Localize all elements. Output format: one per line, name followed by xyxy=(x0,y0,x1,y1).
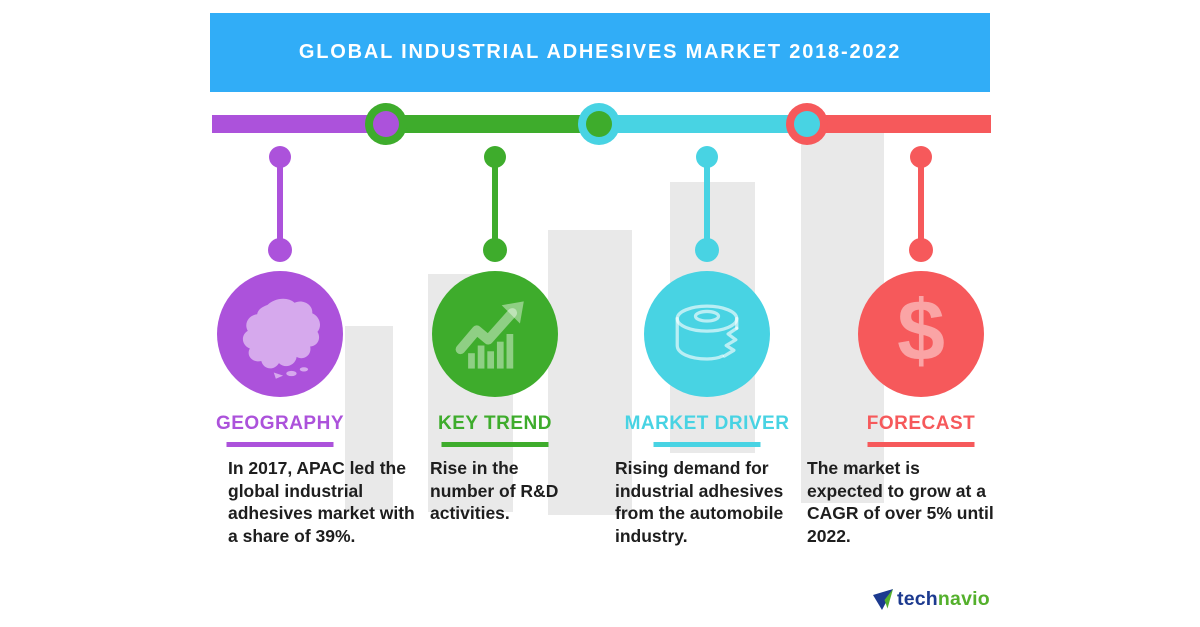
page-title: GLOBAL INDUSTRIAL ADHESIVES MARKET 2018-… xyxy=(298,41,902,63)
dollar-sign-icon: $ xyxy=(897,283,945,379)
column-geography: GEOGRAPHY In 2017, APAC led the global i… xyxy=(180,0,415,627)
column-description: In 2017, APAC led the global industrial … xyxy=(228,458,415,546)
timeline-node-1 xyxy=(365,103,407,145)
column-label: FORECAST xyxy=(866,413,976,434)
technavio-logo: tech navio xyxy=(873,588,990,611)
column-forecast: $ FORECAST The market is expected to gro… xyxy=(807,0,1021,627)
label-underline xyxy=(867,442,975,447)
connector-dot-bottom xyxy=(483,238,507,262)
timeline-segment-forecast xyxy=(807,115,991,133)
background-bar xyxy=(548,230,632,515)
background-bar xyxy=(345,326,393,510)
technavio-logo-icon xyxy=(873,588,893,610)
connector-dot-bottom xyxy=(695,238,719,262)
column-key-trend: KEY TREND Rise in the number of R&D acti… xyxy=(395,0,595,627)
connector-dot-bottom xyxy=(909,238,933,262)
connector-line xyxy=(704,157,710,250)
geography-circle xyxy=(217,271,343,397)
connector-line xyxy=(277,157,283,250)
timeline-node-3-core xyxy=(794,111,820,137)
timeline-node-2 xyxy=(578,103,620,145)
label-underline xyxy=(441,442,549,447)
column-label: KEY TREND xyxy=(438,413,552,434)
forecast-circle: $ xyxy=(858,271,984,397)
timeline xyxy=(212,115,991,133)
connector-dot-bottom xyxy=(268,238,292,262)
adhesive-tape-icon xyxy=(675,304,739,361)
timeline-segment-market-driver xyxy=(599,115,807,133)
logo-text-tech: tech xyxy=(897,588,938,610)
timeline-segment-geography xyxy=(212,115,386,133)
growth-arrow-chart-icon xyxy=(455,301,524,369)
connector-line xyxy=(918,157,924,250)
key-trend-circle xyxy=(432,271,558,397)
column-description: Rise in the number of R&D activities. xyxy=(430,458,559,523)
timeline-node-3 xyxy=(786,103,828,145)
label-underline xyxy=(226,442,334,447)
connector-line xyxy=(492,157,498,250)
timeline-node-2-core xyxy=(586,111,612,137)
logo-text-navio: navio xyxy=(937,588,990,610)
timeline-node-1-core xyxy=(373,111,399,137)
column-description: The market is expected to grow at a CAGR… xyxy=(807,458,994,546)
asia-map-icon xyxy=(242,298,321,379)
title-banner: GLOBAL INDUSTRIAL ADHESIVES MARKET 2018-… xyxy=(210,13,990,92)
column-label: GEOGRAPHY xyxy=(215,413,345,434)
timeline-segment-key-trend xyxy=(386,115,599,133)
column-market-driver: MARKET DRIVER Rising demand for industri… xyxy=(607,0,807,627)
column-label: MARKET DRIVER xyxy=(624,413,790,434)
column-description: Rising demand for industrial adhesives f… xyxy=(615,458,784,546)
market-driver-circle xyxy=(644,271,770,397)
label-underline xyxy=(653,442,761,447)
